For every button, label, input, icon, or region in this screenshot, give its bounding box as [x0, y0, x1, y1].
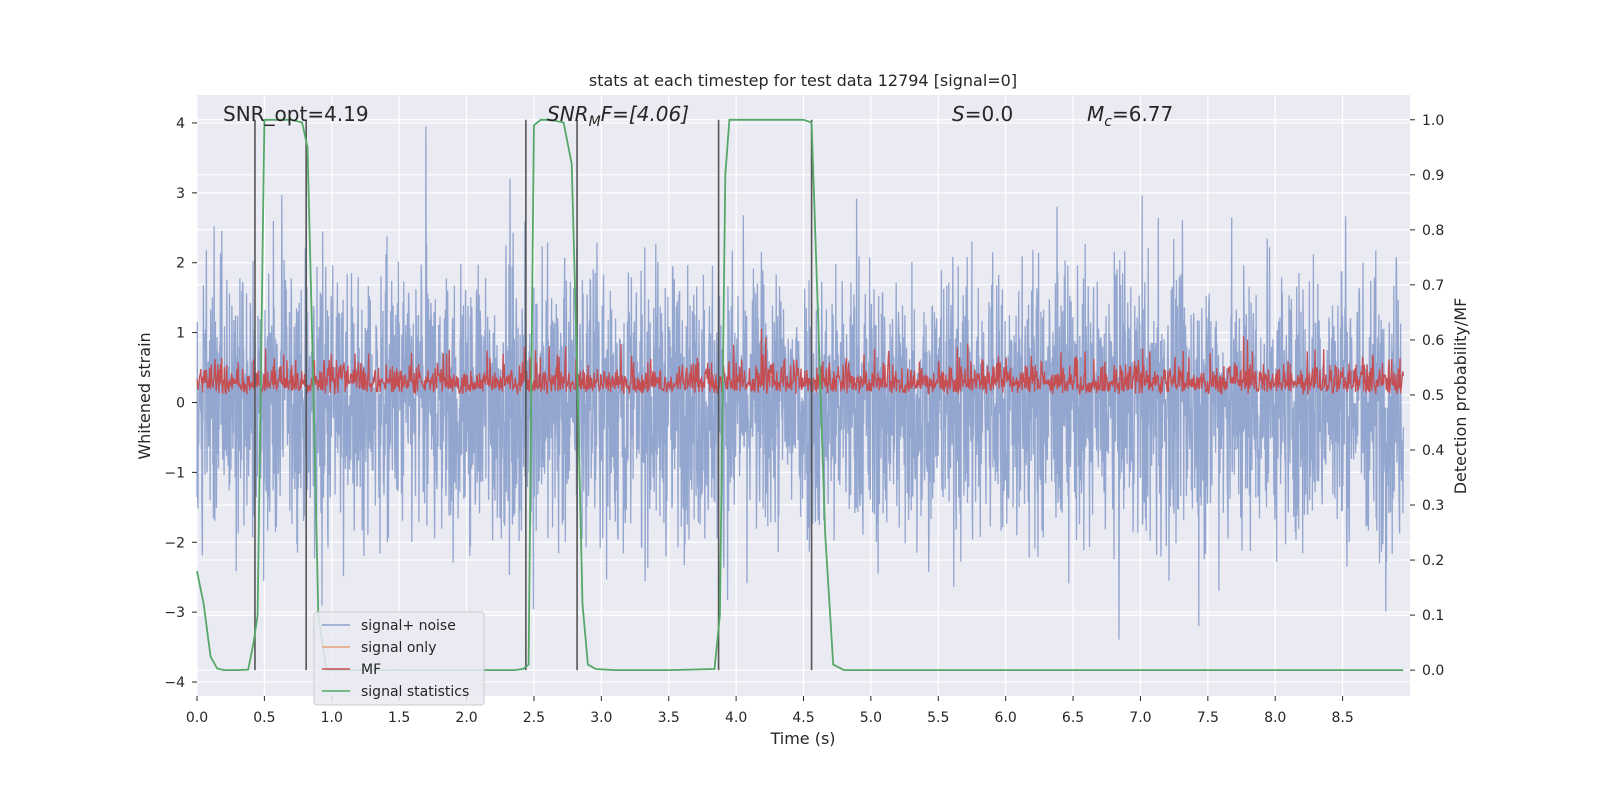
annotation-snr-mf: SNRMF=[4.06]: [547, 102, 689, 130]
y-right-tick-label-6: 0.4: [1422, 443, 1444, 459]
legend-box: [313, 611, 485, 706]
signal-statistics-line: [196, 118, 1404, 671]
legend: signal+ noise signal only MF signal stat…: [313, 611, 485, 706]
legend-label-signal-noise: signal+ noise: [361, 618, 456, 634]
x-tick-label-8: 4.0: [725, 710, 747, 726]
x-tick-label-9: 4.5: [792, 710, 814, 726]
x-tick-label-17: 8.5: [1331, 710, 1353, 726]
series-signal-statistics: [196, 118, 1404, 671]
x-axis-ticks: 0.0 0.5 1.0 1.5 2.0 2.5 3.0 3.5 4.0 4.5 5.0 5.5 6.0 6…: [186, 696, 1354, 726]
x-tick-label-15: 7.5: [1197, 710, 1219, 726]
x-tick-label-13: 6.5: [1062, 710, 1084, 726]
y-left-tick-label-8: −4: [164, 675, 185, 691]
y-right-tick-label-1: 0.9: [1422, 168, 1444, 184]
y-left-tick-label-4: 0: [176, 395, 185, 411]
x-axis-title: Time (s): [769, 729, 835, 748]
y-left-tick-label-0: 4: [176, 116, 185, 132]
annotation-snr-opt: SNR_opt=4.19: [223, 102, 369, 126]
x-tick-label-10: 5.0: [860, 710, 882, 726]
legend-label-signal-only: signal only: [361, 640, 436, 656]
y-right-tick-label-7: 0.3: [1422, 498, 1444, 514]
x-tick-label-4: 2.0: [455, 710, 477, 726]
x-tick-label-3: 1.5: [388, 710, 410, 726]
y-axis-left-title: Whitened strain: [135, 332, 154, 459]
mf-line: [196, 328, 1404, 396]
annotation-snr-mf-symbol: SNR: [547, 102, 589, 126]
x-tick-label-16: 8.0: [1264, 710, 1286, 726]
y-left-tick-label-6: −2: [164, 535, 185, 551]
annotation-mc-subscript: c: [1104, 114, 1112, 130]
annotation-snr-mf-rest: F=[4.06]: [601, 102, 689, 126]
y-left-tick-label-3: 1: [176, 326, 185, 342]
y-axis-left-ticks: 4 3 2 1 0 −1 −2 −3 −4: [164, 116, 197, 691]
x-tick-label-2: 1.0: [321, 710, 343, 726]
annotation-snr-mf-subscript: M: [589, 114, 601, 130]
y-right-tick-label-0: 1.0: [1422, 113, 1444, 129]
x-tick-label-0: 0.0: [186, 710, 208, 726]
y-right-tick-label-2: 0.8: [1422, 223, 1444, 239]
x-tick-label-12: 6.0: [995, 710, 1017, 726]
x-tick-label-7: 3.5: [658, 710, 680, 726]
x-tick-label-5: 2.5: [523, 710, 545, 726]
y-right-tick-label-5: 0.5: [1422, 388, 1444, 404]
y-axis-right-ticks: 1.0 0.9 0.8 0.7 0.6 0.5 0.4 0.3 0.2 0.1 0.0: [1410, 113, 1444, 679]
y-right-tick-label-3: 0.7: [1422, 278, 1444, 294]
legend-label-mf: MF: [361, 662, 381, 678]
series-signal-noise: [196, 126, 1404, 640]
series-mf: [196, 328, 1404, 396]
y-right-tick-label-10: 0.0: [1422, 663, 1444, 679]
annotation-mc-rest: =6.77: [1112, 102, 1173, 126]
annotation-mc: Mc=6.77: [1087, 102, 1173, 130]
y-left-tick-label-5: −1: [164, 465, 185, 481]
grid: [196, 95, 1410, 696]
y-left-tick-label-7: −3: [164, 605, 185, 621]
chart-title: stats at each timestep for test data 127…: [589, 71, 1017, 90]
annotation-mc-symbol: M: [1087, 102, 1104, 126]
x-tick-label-11: 5.5: [927, 710, 949, 726]
legend-label-signal-statistics: signal statistics: [361, 684, 469, 700]
annotation-s-rest: =0.0: [965, 102, 1014, 126]
x-tick-label-1: 0.5: [253, 710, 275, 726]
signal-noise-line: [196, 126, 1404, 640]
y-left-tick-label-2: 2: [176, 256, 185, 272]
y-axis-right-title: Detection probability/MF: [1451, 298, 1470, 495]
y-right-tick-label-9: 0.1: [1422, 608, 1444, 624]
y-left-tick-label-1: 3: [176, 186, 185, 202]
x-tick-label-6: 3.0: [590, 710, 612, 726]
y-right-tick-label-8: 0.2: [1422, 553, 1444, 569]
annotation-s-symbol: S: [952, 102, 965, 126]
annotation-s: S=0.0: [952, 102, 1013, 126]
x-tick-label-14: 7.0: [1129, 710, 1151, 726]
y-right-tick-label-4: 0.6: [1422, 333, 1444, 349]
